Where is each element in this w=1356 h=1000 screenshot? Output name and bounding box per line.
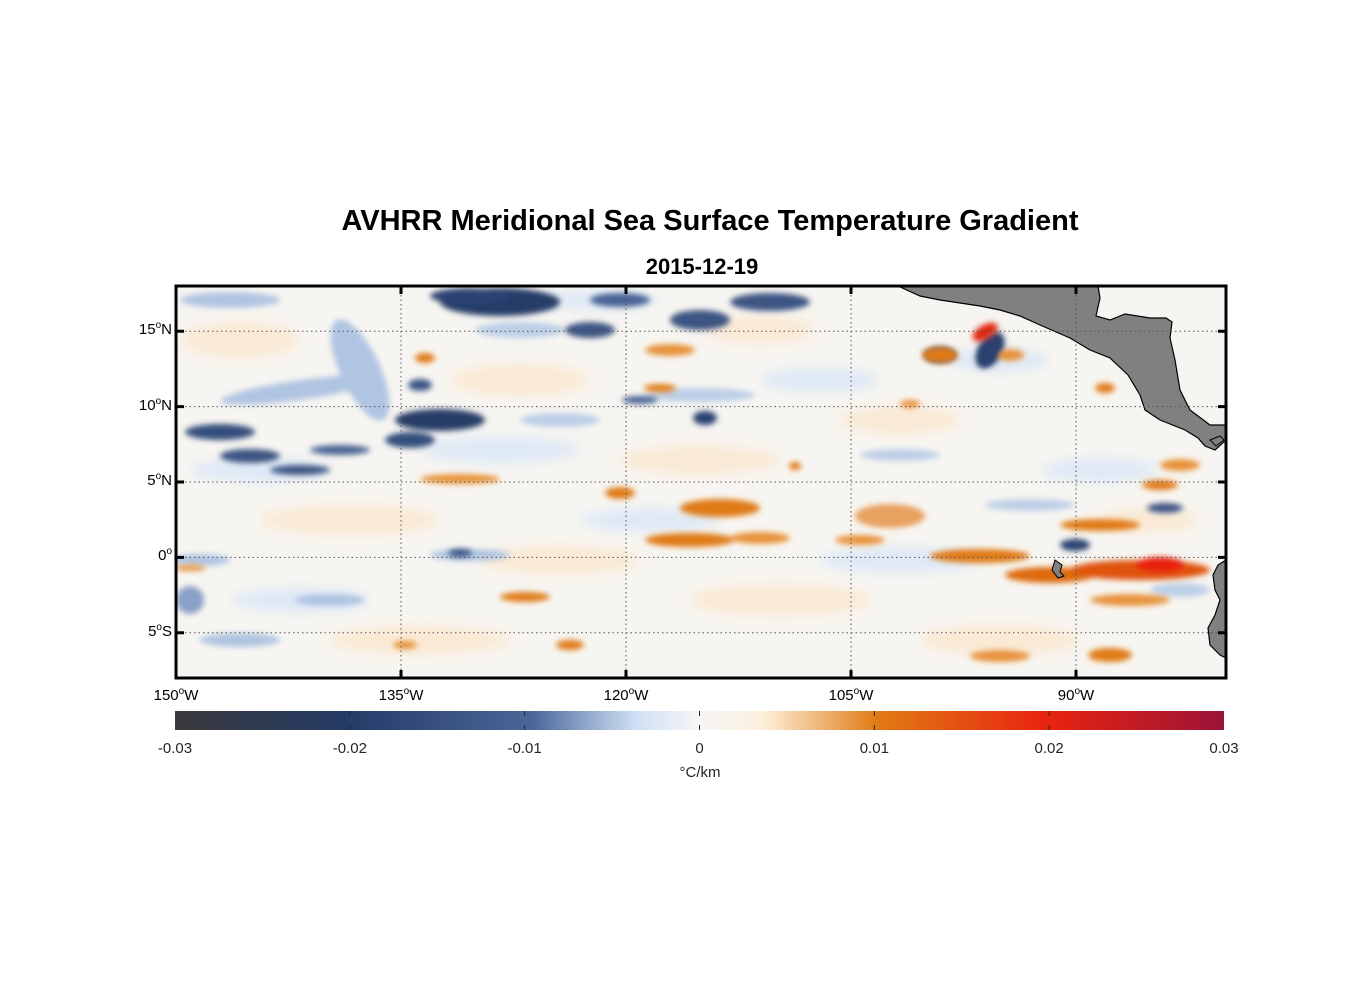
- lon-tick-label: 90oW: [1057, 686, 1095, 704]
- lat-tick-label: 10oN: [138, 395, 172, 414]
- map-title: AVHRR Meridional Sea Surface Temperature…: [341, 205, 1079, 237]
- colorbar-tick-label: 0.03: [1209, 740, 1239, 757]
- lon-tick-label: 105oW: [828, 686, 874, 704]
- lat-tick-label: 5oS: [148, 621, 172, 640]
- colorbar-unit: °C/km: [679, 764, 721, 781]
- lat-tick-label: 15oN: [138, 320, 172, 339]
- colorbar-tick-label: 0: [695, 740, 704, 757]
- colorbar-tick-label: -0.01: [507, 740, 542, 757]
- land-galapagos: [1051, 559, 1065, 579]
- colorbar-tick-label: -0.03: [157, 740, 193, 757]
- lat-tick-label: 0o: [158, 546, 172, 565]
- colorbar-tick-label: -0.02: [332, 740, 367, 757]
- map-subtitle: 2015-12-19: [645, 254, 759, 279]
- lon-tick-label: 135oW: [378, 686, 424, 704]
- colorbar-tick-label: 0.02: [1034, 740, 1064, 757]
- colorbar: [175, 711, 1224, 730]
- sst-gradient-field: [176, 286, 1226, 678]
- colorbar-tick-label: 0.01: [859, 740, 889, 757]
- land-central-america: [897, 286, 1226, 451]
- lon-tick-label: 120oW: [603, 686, 649, 704]
- lon-tick-label: 150oW: [153, 686, 199, 704]
- lat-tick-label: 5oN: [147, 471, 172, 489]
